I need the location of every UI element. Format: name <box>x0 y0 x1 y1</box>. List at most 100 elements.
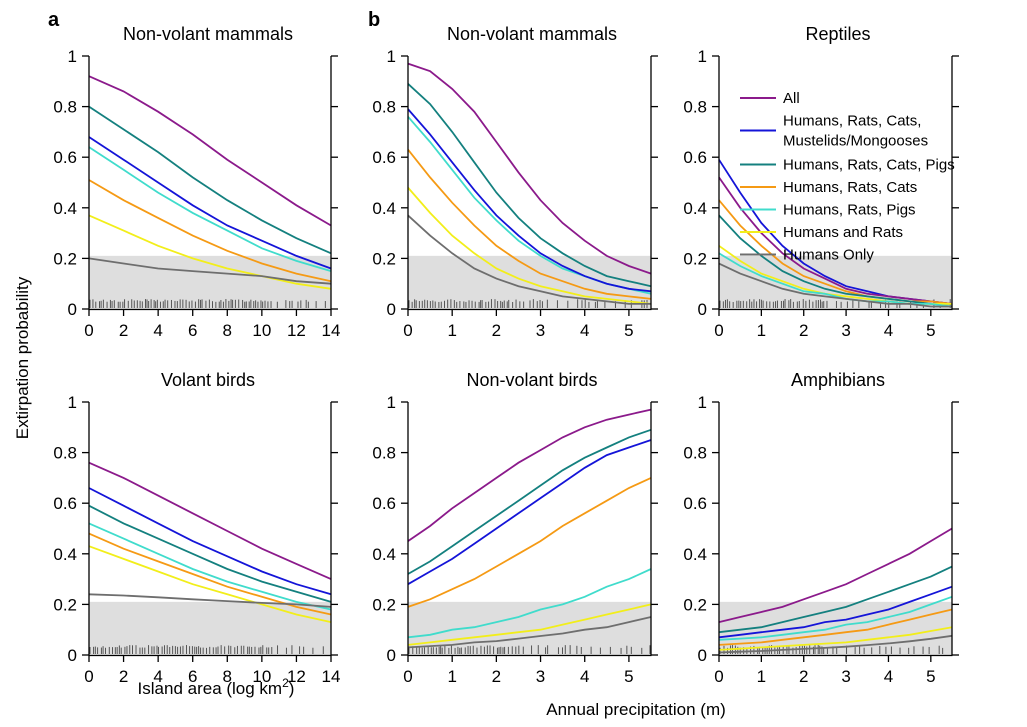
series-line-3 <box>88 136 332 270</box>
x-tick-label: 1 <box>447 667 456 686</box>
series-line-1 <box>718 527 953 623</box>
series-line-6 <box>718 626 953 651</box>
x-tick-label: 14 <box>322 667 341 686</box>
panel-letter-b: b <box>368 9 380 31</box>
y-tick-label: 0.2 <box>372 249 396 268</box>
y-tick-label: 0 <box>387 300 396 319</box>
x-axis-title-precip: Annual precipitation (m) <box>546 700 726 719</box>
x-tick-label: 0 <box>403 667 412 686</box>
y-tick-label: 0.8 <box>683 98 707 117</box>
x-tick-label: 6 <box>188 321 197 340</box>
y-tick-label: 0.2 <box>683 595 707 614</box>
y-tick-label: 0.6 <box>372 148 396 167</box>
series-line-7 <box>407 616 652 649</box>
series-line-2 <box>88 487 332 596</box>
threshold-band <box>408 601 651 655</box>
y-tick-label: 1 <box>387 393 396 412</box>
y-tick-label: 0.4 <box>372 545 396 564</box>
series-line-3 <box>718 585 953 639</box>
rug-ticks <box>89 299 326 308</box>
x-tick-label: 0 <box>714 667 723 686</box>
x-tick-label: 1 <box>447 321 456 340</box>
y-tick-label: 0.4 <box>683 199 707 218</box>
series-line-6 <box>407 603 652 646</box>
x-tick-label: 0 <box>84 321 93 340</box>
series-line-2 <box>718 565 953 634</box>
x-axis-title-area: Island area (log km2) <box>138 676 295 698</box>
panel-title: Amphibians <box>791 370 885 390</box>
y-tick-label: 0.2 <box>53 595 77 614</box>
legend: All Humans, Rats, Cats, Mustelids/Mongoose… <box>740 90 955 264</box>
y-tick-label: 0.6 <box>683 148 707 167</box>
legend-item-1: All <box>740 90 800 107</box>
series-line-2 <box>407 428 652 575</box>
y-tick-label: 0.6 <box>53 148 77 167</box>
series-line-7 <box>718 634 953 654</box>
y-tick-label: 0.6 <box>683 494 707 513</box>
y-tick-label: 0.6 <box>53 494 77 513</box>
x-tick-label: 8 <box>223 321 232 340</box>
x-tick-label: 5 <box>624 321 633 340</box>
series-line-4 <box>718 595 953 641</box>
y-tick-label: 0.2 <box>372 595 396 614</box>
x-tick-label: 2 <box>799 667 808 686</box>
y-tick-label: 0.8 <box>53 98 77 117</box>
legend-item-4: Humans, Rats, Cats <box>740 179 917 196</box>
panel-title: Non-volant birds <box>466 370 597 390</box>
x-tick-label: 1 <box>757 321 766 340</box>
panel-title: Non-volant mammals <box>123 24 293 44</box>
y-tick-label: 0.4 <box>372 199 396 218</box>
series-line-1 <box>407 408 652 542</box>
y-tick-label: 1 <box>698 393 707 412</box>
x-tick-label: 5 <box>926 667 935 686</box>
series-line-4 <box>88 146 332 272</box>
x-tick-label: 3 <box>536 667 545 686</box>
series-line-7 <box>88 593 332 608</box>
panel-letter-a: a <box>48 9 60 31</box>
x-tick-label: 12 <box>287 667 306 686</box>
x-tick-label: 14 <box>322 321 341 340</box>
x-tick-label: 12 <box>287 321 306 340</box>
series-line-5 <box>88 532 332 616</box>
x-tick-label: 0 <box>84 667 93 686</box>
y-tick-label: 0 <box>68 646 77 665</box>
y-tick-label: 0 <box>68 300 77 319</box>
y-tick-label: 0 <box>698 300 707 319</box>
legend-label: All <box>783 90 800 107</box>
series-line-3 <box>407 439 652 585</box>
y-tick-label: 0.8 <box>372 444 396 463</box>
y-tick-label: 0.2 <box>53 249 77 268</box>
x-tick-label: 3 <box>841 667 850 686</box>
legend-label-line2: Mustelids/Mongooses <box>783 133 928 150</box>
panel-5: 0 0.2 0.4 0.6 0.8 1 0 1 2 3 4 5 Non-volant birds <box>372 370 658 686</box>
series-line-5 <box>407 568 652 639</box>
series-line-1 <box>407 62 652 275</box>
legend-label: Humans and Rats <box>783 224 903 241</box>
y-tick-label: 1 <box>387 47 396 66</box>
panel-3: 0 0.2 0.4 0.6 0.8 1 0 1 2 3 4 5 Reptiles <box>683 24 959 340</box>
series-line-1 <box>88 75 332 227</box>
rug-ticks <box>408 645 651 654</box>
series-line-7 <box>88 257 332 285</box>
x-tick-label: 2 <box>492 667 501 686</box>
x-tick-label: 2 <box>799 321 808 340</box>
series-line-7 <box>718 262 952 308</box>
series-line-6 <box>407 187 652 305</box>
legend-label: Humans, Rats, Cats <box>783 179 917 196</box>
rug-ticks <box>89 645 324 654</box>
series-line-3 <box>88 504 332 603</box>
legend-label: Humans, Rats, Cats, Pigs <box>783 157 955 174</box>
y-tick-label: 0.2 <box>683 249 707 268</box>
series-line-5 <box>88 179 332 283</box>
y-tick-label: 0.8 <box>53 444 77 463</box>
legend-item-7: Humans Only <box>740 247 874 264</box>
y-tick-label: 1 <box>698 47 707 66</box>
x-tick-label: 1 <box>757 667 766 686</box>
panel-title: Volant birds <box>161 370 255 390</box>
x-tick-label: 10 <box>252 667 271 686</box>
series-line-2 <box>88 105 332 255</box>
x-tick-label: 2 <box>119 321 128 340</box>
series-line-2 <box>407 83 652 288</box>
